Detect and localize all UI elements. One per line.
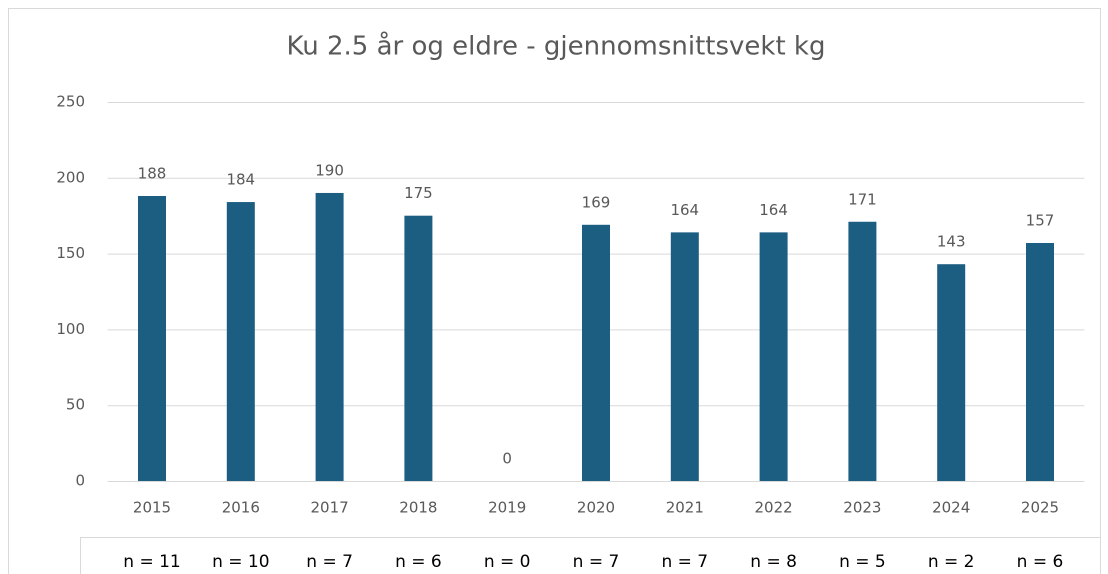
sample-label: n = 7 xyxy=(306,552,353,572)
bar xyxy=(582,224,610,481)
bar xyxy=(404,215,433,481)
y-tick-label: 250 xyxy=(56,93,85,111)
sample-label: n = 0 xyxy=(484,552,531,572)
data-label: 188 xyxy=(138,164,167,182)
data-label: 0 xyxy=(502,450,512,468)
bar xyxy=(226,202,255,481)
x-tick-label: 2019 xyxy=(488,499,526,517)
x-tick-label: 2016 xyxy=(222,499,260,517)
sample-label: n = 6 xyxy=(1017,552,1064,572)
sample-label: n = 6 xyxy=(395,552,442,572)
sample-label: n = 7 xyxy=(573,552,620,572)
bar xyxy=(315,192,344,481)
data-label: 157 xyxy=(1026,211,1055,229)
chart-title: Ku 2.5 år og eldre - gjennomsnittsvekt k… xyxy=(287,31,826,62)
sample-label: n = 5 xyxy=(839,552,886,572)
x-tick-label: 2015 xyxy=(133,499,171,517)
data-label: 171 xyxy=(848,190,877,208)
x-tick-label: 2024 xyxy=(932,499,970,517)
data-label: 190 xyxy=(315,161,344,179)
x-tick-label: 2020 xyxy=(577,499,615,517)
sample-label: n = 10 xyxy=(212,552,269,572)
bar xyxy=(670,232,699,481)
x-tick-label: 2022 xyxy=(755,499,793,517)
data-label: 184 xyxy=(226,171,255,189)
x-tick-label: 2023 xyxy=(843,499,881,517)
data-label: 164 xyxy=(759,201,788,219)
x-tick-label: 2021 xyxy=(666,499,704,517)
sample-label: n = 7 xyxy=(661,552,708,572)
bar xyxy=(759,232,788,481)
data-label: 143 xyxy=(937,233,966,251)
y-tick-label: 150 xyxy=(56,244,85,262)
bar xyxy=(1026,242,1054,481)
bar xyxy=(937,264,966,481)
sample-label: n = 2 xyxy=(928,552,975,572)
y-tick-label: 0 xyxy=(75,472,85,490)
y-tick-label: 50 xyxy=(66,396,85,414)
data-label: 169 xyxy=(582,193,611,211)
bar xyxy=(848,221,877,482)
y-tick-label: 100 xyxy=(56,320,85,338)
bar xyxy=(138,195,166,481)
data-label: 164 xyxy=(670,201,699,219)
chart-frame xyxy=(8,8,1101,574)
sample-label: n = 8 xyxy=(750,552,797,572)
x-tick-label: 2018 xyxy=(399,499,437,517)
y-tick-label: 200 xyxy=(56,168,85,186)
x-tick-label: 2017 xyxy=(311,499,349,517)
data-label: 175 xyxy=(404,184,433,202)
x-tick-label: 2025 xyxy=(1021,499,1059,517)
sample-label: n = 11 xyxy=(123,552,180,572)
sample-row-frame xyxy=(80,537,1101,574)
